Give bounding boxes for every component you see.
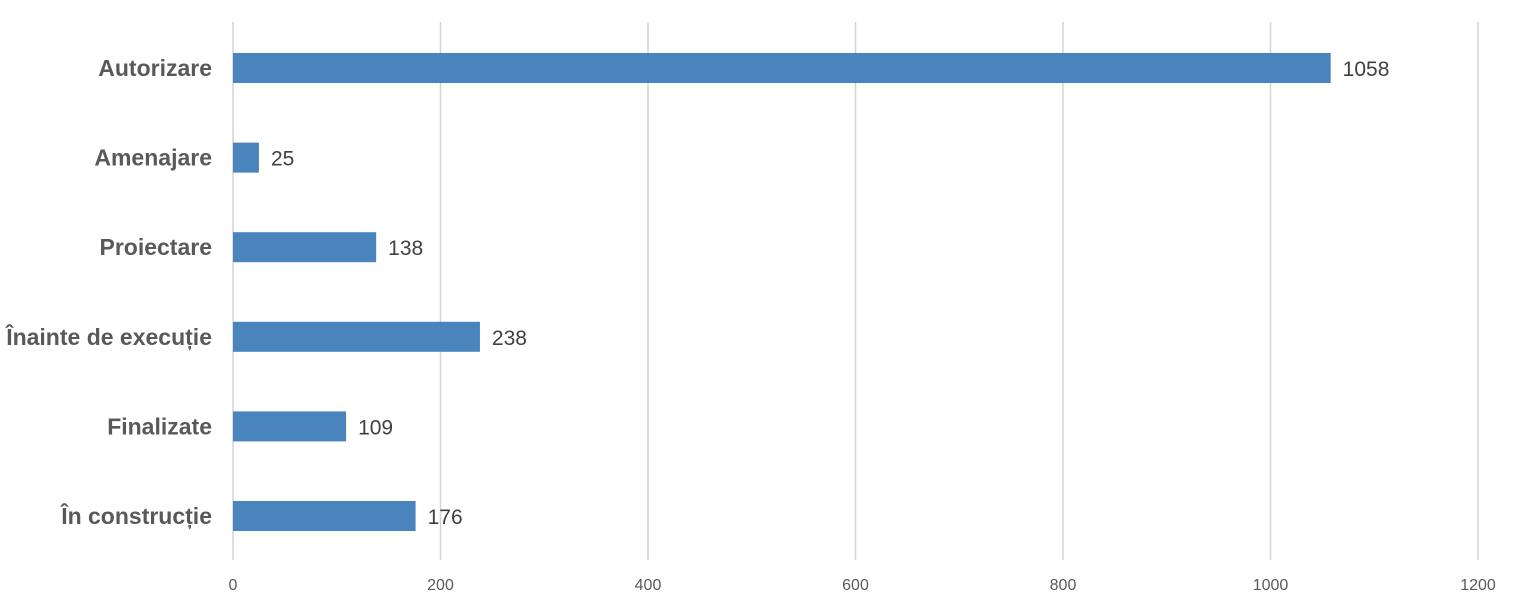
x-tick-label-0: 0 [229, 577, 238, 594]
x-tick-label-200: 200 [427, 577, 454, 594]
category-label-finalizate: Finalizate [107, 413, 212, 439]
x-tick-label-1200: 1200 [1460, 577, 1496, 594]
bar-inainte-de-executie [233, 321, 480, 352]
data-label-finalizate: 109 [358, 416, 393, 439]
data-label-proiectare: 138 [388, 237, 423, 260]
category-labels: Autorizare Amenajare Proiectare Înainte de … [5, 55, 212, 530]
x-tick-label-600: 600 [842, 577, 869, 594]
bar-proiectare [233, 232, 377, 263]
data-label-autorizare: 1058 [1343, 58, 1390, 81]
x-tick-label-400: 400 [635, 577, 662, 594]
x-tick-label-800: 800 [1050, 577, 1077, 594]
bars [233, 53, 1331, 531]
category-label-autorizare: Autorizare [98, 55, 212, 81]
category-label-in-constructie: În construcție [60, 502, 212, 530]
data-label-amenajare: 25 [271, 148, 294, 171]
gridlines [232, 22, 1479, 560]
bar-in-constructie [233, 501, 416, 531]
category-label-amenajare: Amenajare [94, 145, 212, 171]
bar-amenajare [233, 142, 259, 173]
category-label-proiectare: Proiectare [99, 234, 212, 260]
x-tick-label-1000: 1000 [1253, 577, 1289, 594]
category-label-inainte-de-executie: Înainte de execuție [5, 323, 212, 351]
data-labels: 1058 25 138 238 109 176 [271, 58, 1389, 529]
bar-autorizare [233, 53, 1331, 83]
data-label-in-constructie: 176 [428, 506, 463, 529]
bar-finalizate [233, 411, 347, 442]
x-axis-ticks: 0 200 400 600 800 1000 1200 [229, 577, 1496, 594]
data-label-inainte-de-executie: 238 [492, 327, 527, 350]
